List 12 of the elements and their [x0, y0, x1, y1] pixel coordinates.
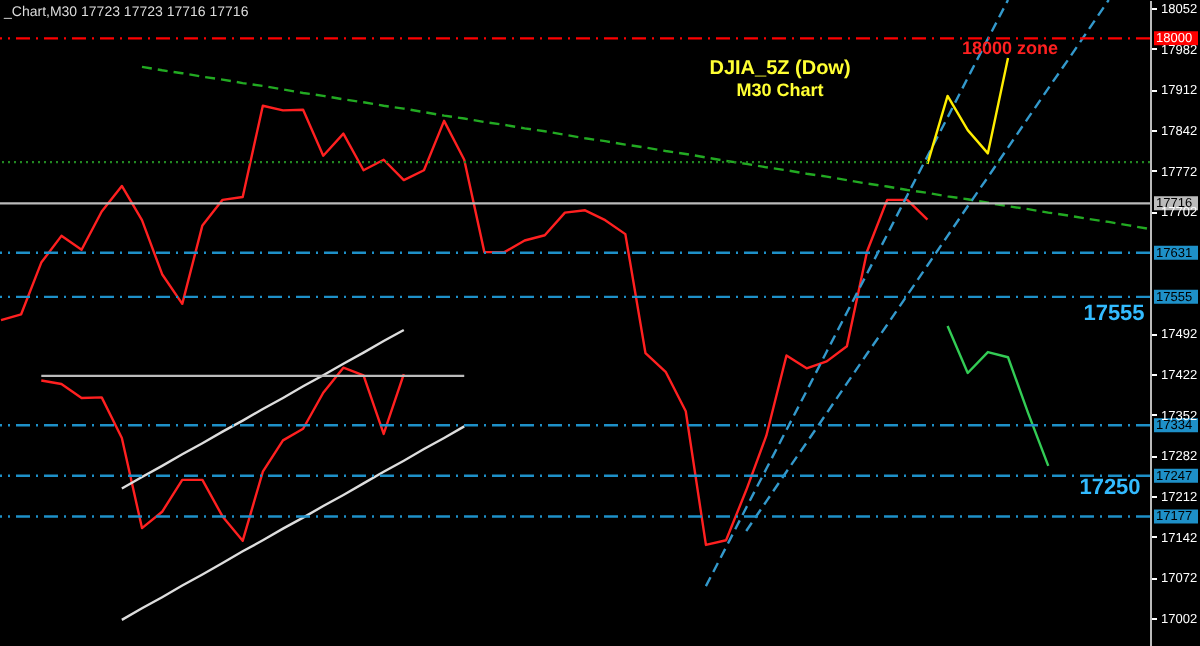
annotation: 18000 zone [961, 38, 1059, 58]
line-series [0, 104, 929, 547]
line-series [704, 0, 1010, 588]
line-series [120, 425, 466, 622]
annotation: 17555 [1083, 302, 1145, 326]
line-series [40, 366, 406, 543]
line-series [946, 324, 1050, 468]
text: DJIA_5Z (Dow) [709, 58, 851, 80]
annotation: 17250 [1079, 476, 1141, 500]
text: M30 Chart [736, 80, 824, 100]
line-series [926, 56, 1010, 166]
line-series [120, 328, 406, 490]
